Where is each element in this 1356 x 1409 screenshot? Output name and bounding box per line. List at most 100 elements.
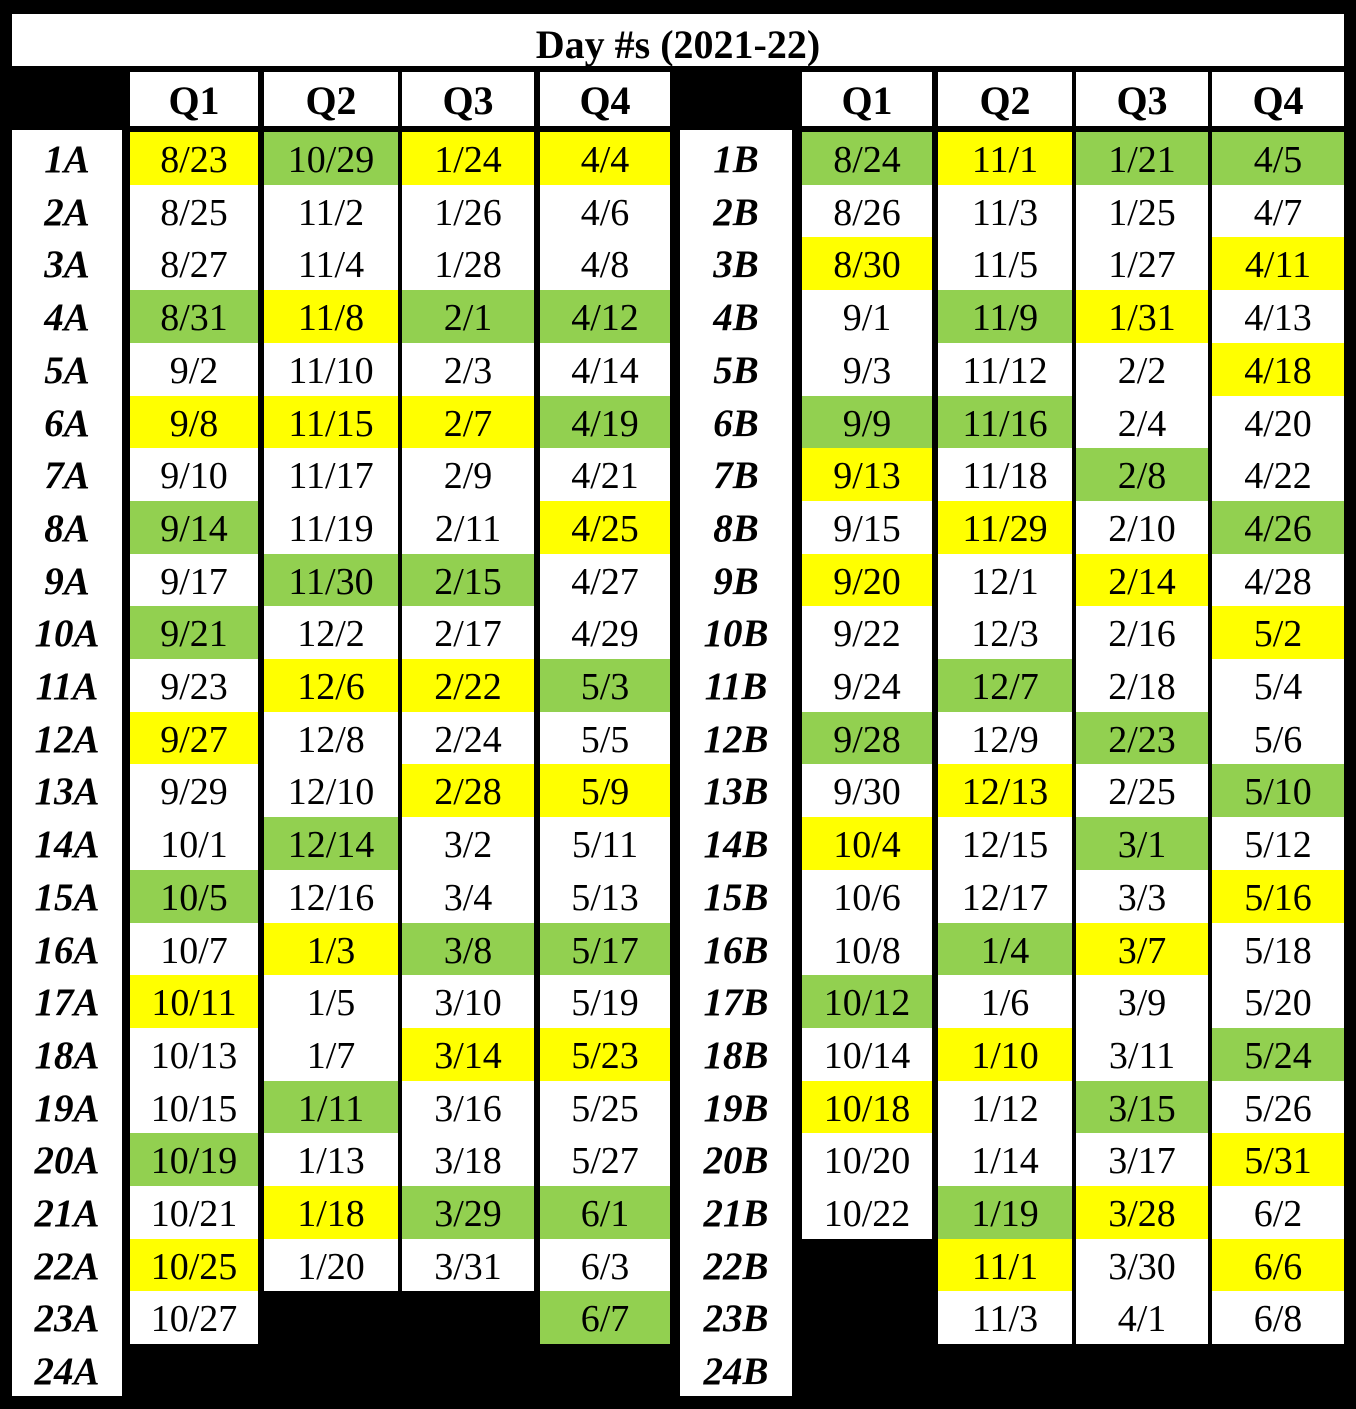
date-cell: 6/3 (540, 1238, 670, 1292)
date-cell: 2/7 (402, 395, 534, 449)
date-cell (802, 1344, 932, 1398)
date-cell: 1/12 (938, 1080, 1072, 1134)
date-cell: 12/14 (264, 817, 398, 871)
date-cell: 10/19 (130, 1133, 258, 1187)
date-cell (938, 1344, 1072, 1398)
date-cell: 2/3 (402, 342, 534, 396)
date-cell: 11/3 (938, 184, 1072, 238)
date-cell: 1/26 (402, 184, 534, 238)
date-cell: 5/13 (540, 869, 670, 923)
date-cell: 9/28 (802, 711, 932, 765)
row-label: 7B (713, 454, 759, 498)
date-cell: 9/23 (130, 659, 258, 712)
date-cell: 12/10 (264, 764, 398, 818)
date-cell: 10/5 (130, 869, 258, 923)
date-cell: 3/29 (402, 1186, 534, 1239)
date-cell: 8/30 (802, 237, 932, 291)
date-cell: 11/17 (264, 448, 398, 502)
date-cell: 8/24 (802, 132, 932, 185)
date-cell: 11/12 (938, 342, 1072, 396)
date-cell: 5/16 (1212, 869, 1344, 923)
row-label: 23B (703, 1297, 769, 1341)
date-cell: 6/6 (1212, 1238, 1344, 1292)
date-cell: 3/16 (402, 1080, 534, 1134)
date-cell: 2/16 (1076, 606, 1208, 660)
date-cell: 11/16 (938, 395, 1072, 449)
date-cell: 12/17 (938, 869, 1072, 923)
row-label: 8B (713, 506, 759, 550)
date-cell: 10/21 (130, 1186, 258, 1239)
date-cell: 12/7 (938, 659, 1072, 712)
date-cell: 5/6 (1212, 711, 1344, 765)
date-cell: 1/19 (938, 1186, 1072, 1239)
date-cell: 11/4 (264, 237, 398, 291)
date-cell: 5/5 (540, 711, 670, 765)
row-label: 15B (703, 875, 769, 919)
date-cell: 1/14 (938, 1133, 1072, 1187)
date-cell: 3/31 (402, 1238, 534, 1292)
row-label: 8A (44, 506, 90, 550)
date-cell: 1/28 (402, 237, 534, 291)
row-label: 17B (703, 981, 769, 1025)
date-cell: 9/15 (802, 500, 932, 554)
date-cell: 2/28 (402, 764, 534, 818)
row-label: 9A (44, 559, 90, 603)
date-cell (402, 1344, 534, 1398)
row-label: 3A (44, 243, 90, 287)
row-label: 22B (703, 1244, 769, 1288)
date-cell: 11/29 (938, 500, 1072, 554)
date-cell: 10/7 (130, 922, 258, 976)
row-label: 21B (703, 1192, 769, 1235)
row-label: 10A (34, 612, 100, 656)
date-cell: 2/14 (1076, 553, 1208, 607)
date-cell: 9/2 (130, 342, 258, 396)
date-cell: 5/31 (1212, 1133, 1344, 1187)
date-cell: 5/9 (540, 764, 670, 818)
date-cell: 4/1 (1076, 1291, 1208, 1345)
block-a-header-q1: Q1 (130, 72, 258, 126)
date-cell: 4/6 (540, 184, 670, 238)
row-label: 22A (34, 1244, 100, 1288)
date-cell: 6/2 (1212, 1186, 1344, 1239)
date-cell: 2/2 (1076, 342, 1208, 396)
row-label: 18A (34, 1033, 100, 1077)
date-cell: 8/26 (802, 184, 932, 238)
row-label: 2A (44, 190, 90, 234)
date-cell: 4/18 (1212, 342, 1344, 396)
date-cell: 4/25 (540, 500, 670, 554)
page-title: Day #s (2021-22) (12, 14, 1344, 67)
date-cell: 10/20 (802, 1133, 932, 1187)
date-cell: 5/24 (1212, 1027, 1344, 1081)
date-cell (264, 1291, 398, 1345)
date-cell: 10/18 (802, 1080, 932, 1134)
row-label: 19A (34, 1086, 100, 1130)
date-cell: 1/11 (264, 1080, 398, 1134)
date-cell: 5/20 (1212, 975, 1344, 1029)
date-cell: 3/10 (402, 975, 534, 1029)
row-label: 24B (703, 1350, 769, 1394)
date-cell: 12/6 (264, 659, 398, 712)
date-cell: 3/8 (402, 922, 534, 976)
block-b-header-q2: Q2 (938, 72, 1072, 126)
date-cell: 5/23 (540, 1027, 670, 1081)
date-cell: 11/8 (264, 290, 398, 344)
date-cell: 11/1 (938, 1238, 1072, 1292)
date-cell: 4/21 (540, 448, 670, 502)
date-cell: 1/31 (1076, 290, 1208, 344)
date-cell: 9/24 (802, 659, 932, 712)
row-label: 19B (703, 1086, 769, 1130)
date-cell: 9/27 (130, 711, 258, 765)
date-cell: 3/30 (1076, 1238, 1208, 1292)
date-cell: 3/4 (402, 869, 534, 923)
date-cell: 2/1 (402, 290, 534, 344)
date-cell: 3/17 (1076, 1133, 1208, 1187)
date-cell: 2/23 (1076, 711, 1208, 765)
row-label: 18B (703, 1033, 769, 1077)
date-cell: 12/9 (938, 711, 1072, 765)
date-cell: 10/22 (802, 1186, 932, 1239)
block-a-header-q4: Q4 (540, 72, 670, 126)
date-cell: 2/15 (402, 553, 534, 607)
date-cell: 9/10 (130, 448, 258, 502)
date-cell: 8/27 (130, 237, 258, 291)
date-cell: 10/29 (264, 132, 398, 185)
